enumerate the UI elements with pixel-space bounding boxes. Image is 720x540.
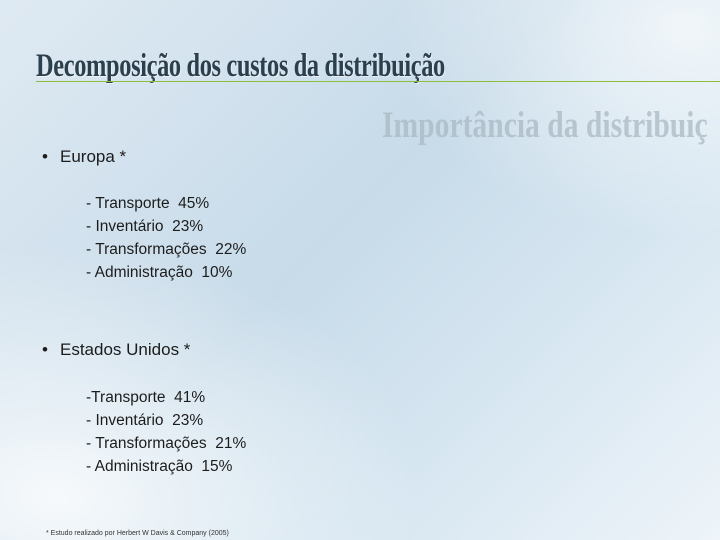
- list-item: - Administração 10%: [86, 264, 233, 281]
- section-header-label: Estados Unidos *: [60, 340, 191, 359]
- section-header-estados-unidos: • Estados Unidos *: [42, 340, 190, 360]
- list-item: - Inventário 23%: [86, 218, 204, 235]
- section-header-label: Europa *: [60, 147, 127, 166]
- bullet-icon: •: [42, 340, 48, 359]
- bullet-icon: •: [42, 147, 48, 166]
- list-item: - Transformações 22%: [86, 241, 247, 258]
- europa-cost-list: - Transporte 45% - Inventário 23% - Tran…: [86, 192, 246, 284]
- list-item: - Inventário 23%: [86, 412, 204, 429]
- list-item: -Transporte 41%: [86, 389, 206, 406]
- footnote: * Estudo realizado por Herbert W Davis &…: [46, 530, 229, 537]
- list-item: - Transporte 45%: [86, 195, 210, 212]
- list-item: - Transformações 21%: [86, 435, 247, 452]
- background-watermark-text: Importância da distribuiç: [382, 105, 708, 146]
- list-item: - Administração 15%: [86, 458, 233, 475]
- section-header-europa: • Europa *: [42, 147, 126, 167]
- slide-title: Decomposição dos custos da distribuição: [36, 48, 445, 84]
- estados-unidos-cost-list: -Transporte 41% - Inventário 23% - Trans…: [86, 386, 246, 478]
- title-underline: [36, 81, 720, 82]
